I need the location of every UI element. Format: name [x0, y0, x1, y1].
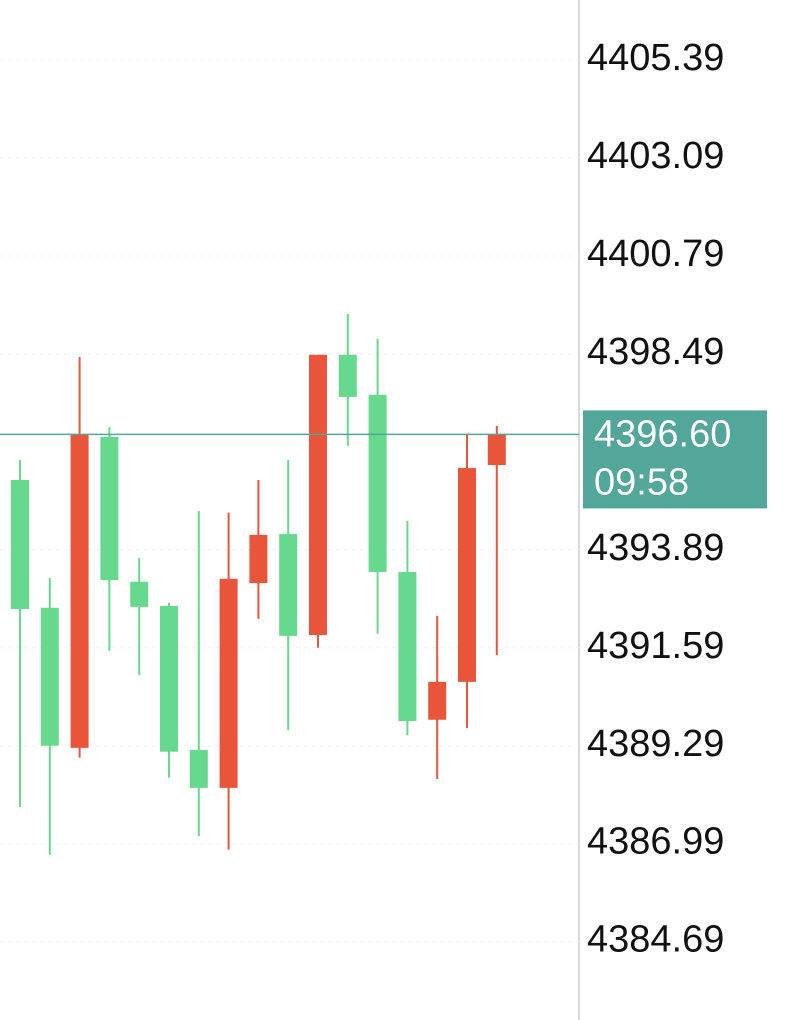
y-tick-label: 4393.89 — [587, 527, 724, 569]
y-tick-label: 4405.39 — [587, 37, 724, 79]
candle-body — [338, 354, 357, 397]
candle-body — [428, 681, 447, 720]
candle-body — [100, 436, 119, 581]
candle-body — [249, 534, 268, 584]
candle-body — [309, 354, 327, 635]
y-tick-label: 4391.59 — [587, 625, 724, 667]
candle-body — [40, 607, 59, 746]
y-tick-label: 4384.69 — [587, 919, 724, 961]
last-price-tag — [583, 410, 767, 509]
candle-body — [189, 749, 208, 788]
y-tick-label: 4386.99 — [587, 821, 724, 863]
candle-body — [11, 479, 29, 610]
candle-body — [398, 571, 417, 722]
candle-body — [487, 433, 506, 466]
candle-body — [368, 394, 387, 572]
last-price-label: 4396.60 — [594, 413, 731, 455]
y-tick-label: 4389.29 — [587, 723, 724, 765]
candle-body — [70, 434, 89, 748]
countdown-label: 09:58 — [594, 461, 689, 503]
y-tick-label: 4400.79 — [587, 233, 724, 275]
candle-body — [130, 581, 149, 607]
candle-body — [279, 534, 298, 636]
candle-body — [219, 578, 238, 788]
candle-body — [458, 468, 476, 682]
candle-body — [160, 606, 178, 752]
y-tick-label: 4398.49 — [587, 331, 724, 373]
y-tick-label: 4403.09 — [587, 135, 724, 177]
